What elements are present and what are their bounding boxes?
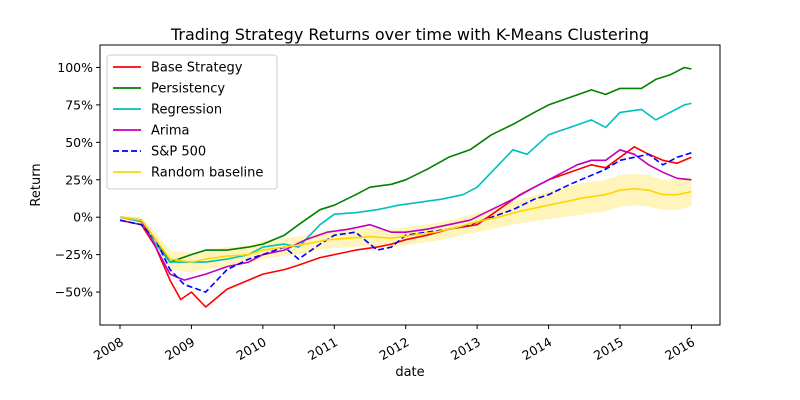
- series-line-arima: [119, 149, 692, 281]
- series-line-persistency: [119, 66, 692, 263]
- legend-label-random-baseline: Random baseline: [151, 166, 263, 181]
- legend-label-regression: Regression: [151, 103, 222, 118]
- x-tick-label: 2011: [305, 334, 340, 363]
- y-tick-label: 0%: [73, 210, 93, 225]
- y-tick-label: 75%: [65, 97, 93, 112]
- x-tick-label: 2008: [91, 334, 126, 363]
- y-tick-label: 50%: [65, 135, 93, 150]
- x-tick-label: 2014: [519, 334, 554, 363]
- x-tick-label: 2012: [377, 334, 412, 363]
- x-tick-label: 2010: [234, 334, 269, 363]
- x-tick-label: 2013: [448, 334, 483, 363]
- x-tick-label: 2015: [591, 334, 626, 363]
- series-line-random-baseline: [119, 187, 692, 263]
- x-tick-label: 2009: [162, 334, 197, 363]
- x-axis-label: date: [395, 365, 424, 380]
- legend-label-persistency: Persistency: [151, 82, 225, 97]
- chart-title: Trading Strategy Returns over time with …: [170, 25, 649, 44]
- y-axis-label: Return: [29, 163, 44, 206]
- plot-frame: [99, 44, 721, 326]
- legend-label-arima: Arima: [151, 124, 189, 139]
- x-axis: 2008 2009 2010 2011 2012 2013 2014 2015 2016: [91, 325, 697, 363]
- legend-label-sandp-500: S&P 500: [151, 145, 206, 160]
- legend-box: [106, 54, 278, 190]
- y-tick-label: 100%: [57, 60, 93, 75]
- legend-label-base-strategy: Base Strategy: [151, 61, 243, 76]
- y-tick-label: −25%: [55, 247, 93, 262]
- y-tick-label: 25%: [65, 172, 93, 187]
- plot-area: [119, 66, 692, 308]
- series-line-sandp-500: [119, 152, 692, 293]
- y-tick-label: −50%: [55, 285, 93, 300]
- x-tick-label: 2016: [662, 334, 697, 363]
- legend: Base Strategy Persistency Regression Arima S…: [106, 54, 278, 190]
- y-axis: −50% −25% 0% 25% 50% 75% 100%: [55, 60, 100, 300]
- series-line-regression: [119, 102, 692, 263]
